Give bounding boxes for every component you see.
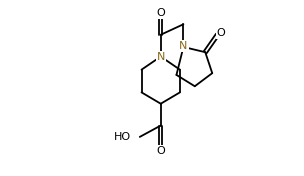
Text: HO: HO	[114, 132, 131, 142]
Text: O: O	[156, 146, 165, 156]
Text: N: N	[179, 41, 188, 51]
Text: O: O	[156, 8, 165, 18]
Text: N: N	[157, 52, 165, 62]
Text: O: O	[216, 28, 225, 38]
